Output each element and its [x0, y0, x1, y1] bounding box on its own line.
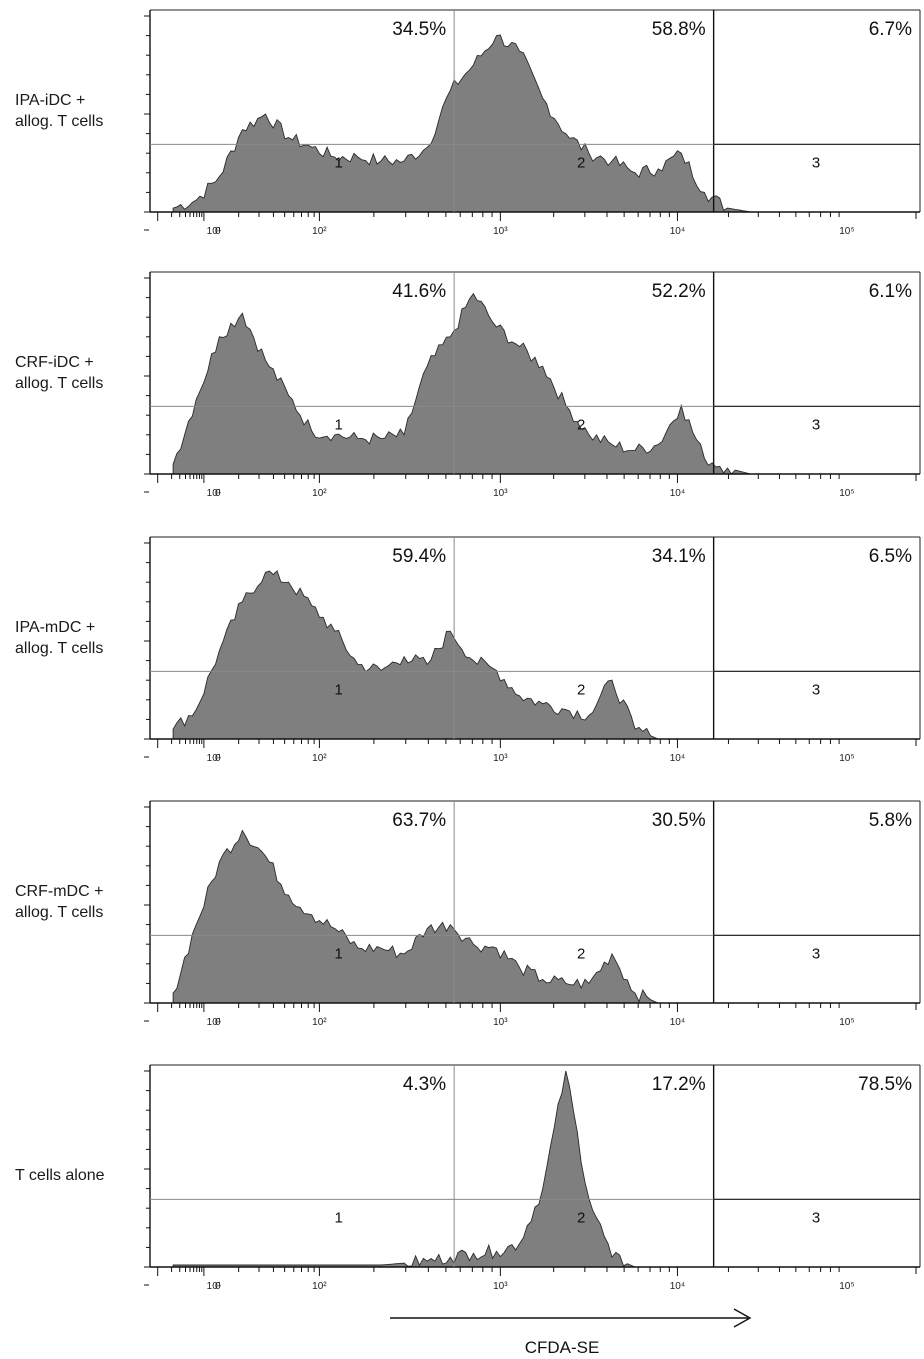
x-tick-label-2: 10² — [312, 1017, 327, 1028]
gate-number-1: 1 — [334, 682, 342, 699]
x-tick-label-1: 10¹ — [207, 226, 222, 237]
gate-number-1: 1 — [334, 1210, 342, 1227]
x-axis-title-group: CFDA-SE — [390, 1308, 752, 1357]
row-label-line-1: T cells alone — [15, 1167, 105, 1184]
gate-number-2: 2 — [577, 1210, 585, 1227]
gate-percent-1: 41.6% — [392, 281, 446, 302]
gate-number-3: 3 — [812, 946, 820, 963]
gate-percent-3: 5.8% — [869, 810, 912, 831]
x-tick-label-0: 0 — [215, 488, 221, 499]
x-tick-label-4: 10⁴ — [670, 1281, 685, 1292]
x-tick-label-0: 0 — [215, 226, 221, 237]
row-label-line-1: CRF-iDC + — [15, 354, 94, 371]
gate-number-3: 3 — [812, 682, 820, 699]
gate-number-2: 2 — [577, 682, 585, 699]
x-tick-label-5: 10⁵ — [839, 1017, 854, 1028]
x-tick-label-0: 0 — [215, 753, 221, 764]
gate-number-2: 2 — [577, 417, 585, 434]
x-tick-label-5: 10⁵ — [839, 753, 854, 764]
x-tick-label-4: 10⁴ — [670, 488, 685, 499]
x-tick-label-2: 10² — [312, 1281, 327, 1292]
gate-percent-1: 59.4% — [392, 546, 446, 567]
x-tick-label-3: 10³ — [493, 753, 508, 764]
x-tick-label-5: 10⁵ — [839, 226, 854, 237]
histogram-area — [172, 1070, 867, 1268]
row-label-line-2: allog. T cells — [15, 113, 103, 130]
row-label-line-1: IPA-mDC + — [15, 619, 95, 636]
x-tick-label-4: 10⁴ — [670, 753, 685, 764]
histogram-area — [172, 292, 867, 475]
gate-percent-2: 17.2% — [652, 1074, 706, 1095]
gate-number-1: 1 — [334, 155, 342, 172]
gate-percent-3: 78.5% — [858, 1074, 912, 1095]
x-axis-title: CFDA-SE — [525, 1338, 600, 1357]
histogram-area — [172, 829, 867, 1004]
x-tick-label-1: 10¹ — [207, 753, 222, 764]
gate-percent-1: 34.5% — [392, 19, 446, 40]
histogram-area — [172, 570, 867, 740]
row-label-line-2: allog. T cells — [15, 640, 103, 657]
row-label-line-2: allog. T cells — [15, 375, 103, 392]
gate-percent-3: 6.1% — [869, 281, 912, 302]
x-tick-label-2: 10² — [312, 753, 327, 764]
x-tick-label-4: 10⁴ — [670, 226, 685, 237]
x-axis-arrow-head — [733, 1308, 752, 1328]
gate-percent-2: 34.1% — [652, 546, 706, 567]
x-tick-label-1: 10¹ — [207, 1017, 222, 1028]
gate-percent-2: 58.8% — [652, 19, 706, 40]
gate-percent-3: 6.5% — [869, 546, 912, 567]
x-tick-label-3: 10³ — [493, 1017, 508, 1028]
histogram-area — [172, 34, 867, 213]
gate-percent-2: 30.5% — [652, 810, 706, 831]
x-tick-label-3: 10³ — [493, 226, 508, 237]
gate-number-3: 3 — [812, 417, 820, 434]
x-tick-label-3: 10³ — [493, 488, 508, 499]
gate-number-3: 3 — [812, 155, 820, 172]
gate-percent-1: 4.3% — [403, 1074, 446, 1095]
gate-number-3: 3 — [812, 1210, 820, 1227]
x-tick-label-3: 10³ — [493, 1281, 508, 1292]
x-tick-label-1: 10¹ — [207, 488, 222, 499]
x-tick-label-5: 10⁵ — [839, 1281, 854, 1292]
x-tick-label-4: 10⁴ — [670, 1017, 685, 1028]
gate-number-2: 2 — [577, 946, 585, 963]
x-tick-label-0: 0 — [215, 1017, 221, 1028]
gate-percent-3: 6.7% — [869, 19, 912, 40]
x-tick-label-2: 10² — [312, 226, 327, 237]
x-tick-label-2: 10² — [312, 488, 327, 499]
x-tick-label-5: 10⁵ — [839, 488, 854, 499]
gate-percent-2: 52.2% — [652, 281, 706, 302]
x-tick-label-1: 10¹ — [207, 1281, 222, 1292]
gate-number-1: 1 — [334, 946, 342, 963]
gate-number-1: 1 — [334, 417, 342, 434]
row-label-line-2: allog. T cells — [15, 904, 103, 921]
gate-number-2: 2 — [577, 155, 585, 172]
gate-percent-1: 63.7% — [392, 810, 446, 831]
row-label-line-1: IPA-iDC + — [15, 92, 85, 109]
x-tick-label-0: 0 — [215, 1281, 221, 1292]
row-label-line-1: CRF-mDC + — [15, 883, 103, 900]
